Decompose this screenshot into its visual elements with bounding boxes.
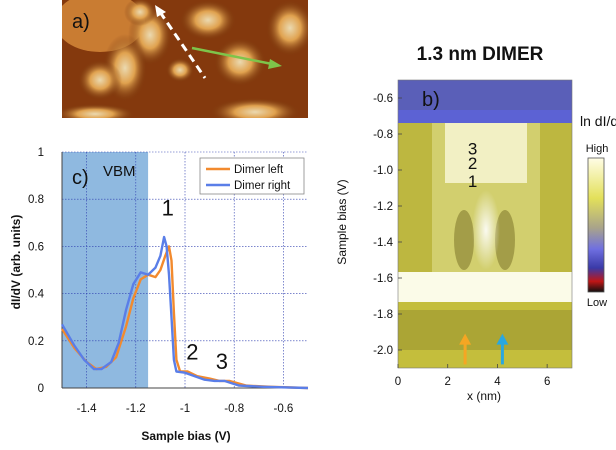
y-tick-label: 0.6 xyxy=(28,241,44,253)
legend-entry-dimer-left: Dimer left xyxy=(234,164,284,176)
vbm-label: VBM xyxy=(103,163,136,180)
dashed-arrow-head xyxy=(155,5,166,17)
y-tick-label: 1 xyxy=(38,147,44,159)
heatmap-image xyxy=(398,80,572,368)
heatmap-x-tick-label: 0 xyxy=(395,376,401,388)
x-tick-label: -1.2 xyxy=(126,403,146,415)
dashed-line-marker xyxy=(158,11,207,79)
heatmap-y-tick-label: -1.6 xyxy=(373,273,393,285)
heatmap-xlabel: x (nm) xyxy=(467,389,501,403)
peak-label: 2 xyxy=(186,340,198,365)
x-tick-label: -0.6 xyxy=(273,403,293,415)
y-tick-label: 0.4 xyxy=(28,289,45,301)
heatmap-state-label: 2 xyxy=(468,154,477,173)
green-line-marker xyxy=(191,46,273,66)
heatmap-x-tick-label: 2 xyxy=(445,376,451,388)
heatmap-state-label: 1 xyxy=(468,172,477,191)
x-tick-label: -1.4 xyxy=(77,403,97,415)
panel-b-label: b) xyxy=(422,89,440,111)
chart-ylabel: dI/dV (arb. units) xyxy=(9,215,23,310)
orange-arrow-head xyxy=(459,333,472,345)
green-arrow-head xyxy=(268,59,282,69)
series-line-dimer-right xyxy=(60,235,309,390)
colorbar-title: ln dI/dV xyxy=(580,113,616,129)
y-tick-label: 0 xyxy=(38,383,44,395)
topography-image xyxy=(62,0,308,118)
heatmap-state-labels: 321 xyxy=(468,139,477,190)
heatmap-tick-labels: 0 2 4 6 -0.6 -0.8 -1.0 -1.2 -1.4 -1.6 -1.8 -2.0 xyxy=(373,93,550,388)
heatmap-x-tick-label: 6 xyxy=(544,376,550,388)
peak-label: 3 xyxy=(216,349,228,374)
colorbar xyxy=(587,157,605,293)
y-tick-label: 0.2 xyxy=(28,336,44,348)
chart-gridlines xyxy=(62,151,308,389)
heatmap-y-tick-label: -1.4 xyxy=(373,237,393,249)
y-tick-label: 0.8 xyxy=(28,194,44,206)
blue-arrow-head xyxy=(496,333,509,345)
colorbar-low-label: Low xyxy=(587,297,607,309)
heatmap-ylabel: Sample bias (V) xyxy=(335,179,349,264)
x-tick-label: -0.8 xyxy=(224,403,244,415)
chart-tick-labels: -1.4 -1.2 -1 -0.8 -0.6 0 0.2 0.4 0.6 0.8 1 xyxy=(28,147,293,415)
colorbar-high-label: High xyxy=(586,143,609,155)
chart-legend: Dimer left Dimer right xyxy=(199,157,305,195)
heatmap-y-tick-label: -1.0 xyxy=(373,165,393,177)
chart-series xyxy=(60,235,309,390)
heatmap-y-tick-label: -1.2 xyxy=(373,201,393,213)
x-tick-label: -1 xyxy=(180,403,190,415)
peak-labels: 1 2 3 xyxy=(162,196,228,374)
chart-xlabel: Sample bias (V) xyxy=(141,429,230,443)
panel-a-label: a) xyxy=(72,11,90,33)
heatmap-state-label: 3 xyxy=(468,139,477,158)
peak-label: 1 xyxy=(162,196,174,221)
panel-c-label: c) xyxy=(72,167,89,189)
heatmap-y-tick-label: -0.8 xyxy=(373,129,393,141)
heatmap-arrows xyxy=(459,333,509,365)
heatmap-y-tick-label: -2.0 xyxy=(373,345,393,357)
heatmap-y-tick-label: -0.6 xyxy=(373,93,393,105)
spectra-chart: -1.4 -1.2 -1 -0.8 -0.6 0 0.2 0.4 0.6 0.8 1 1 2 3 VBM… xyxy=(9,147,309,443)
heatmap-y-tick-label: -1.8 xyxy=(373,309,393,321)
heatmap-title: 1.3 nm DIMER xyxy=(417,44,544,65)
heatmap-x-tick-label: 4 xyxy=(494,376,501,388)
legend-entry-dimer-right: Dimer right xyxy=(234,180,291,192)
